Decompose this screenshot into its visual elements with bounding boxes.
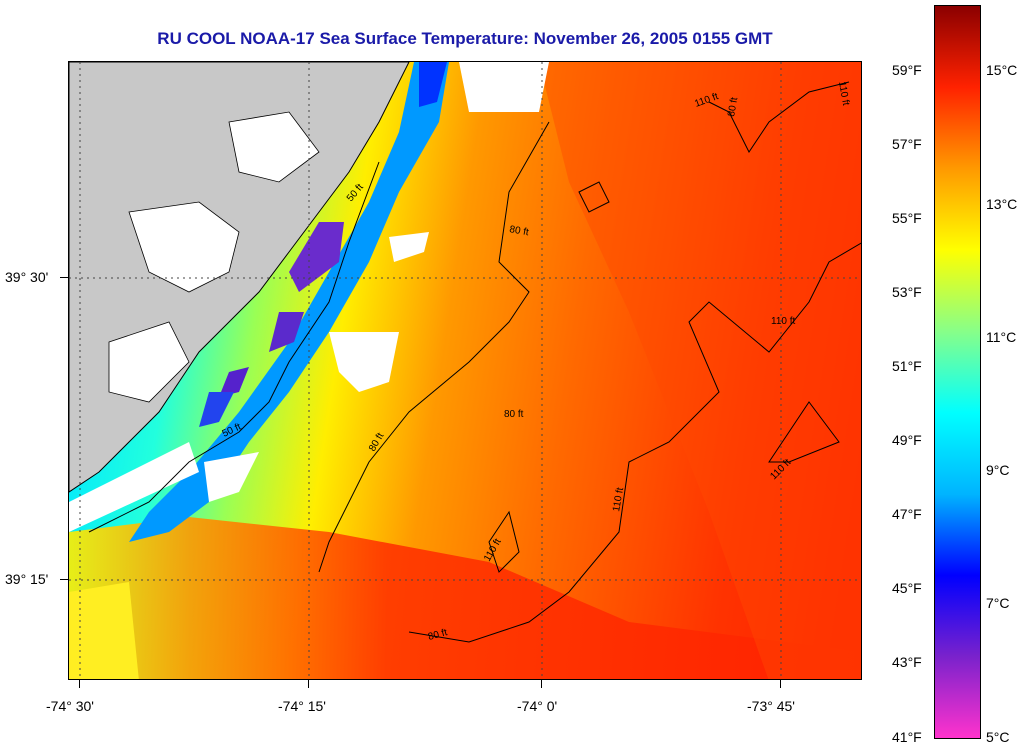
cloud-3 <box>204 452 259 502</box>
contour-label-110ft-6: 110 ft <box>836 81 851 107</box>
cb-c-7: 7°C <box>986 595 1010 611</box>
cb-f-55: 55°F <box>892 210 922 226</box>
cb-f-57: 57°F <box>892 136 922 152</box>
sst-map-canvas: 50 ft 50 ft 80 ft 80 ft 80 ft 80 ft 110 … <box>69 62 861 679</box>
cb-c-5: 5°C <box>986 729 1010 745</box>
cb-c-13: 13°C <box>986 196 1018 212</box>
south-warm-region <box>69 517 861 679</box>
wetland-1 <box>128 201 240 293</box>
lon-label-74-30: -74° 30' <box>46 698 94 714</box>
lon-label-73-45: -73° 45' <box>747 698 795 714</box>
cb-f-51: 51°F <box>892 358 922 374</box>
purple-patch-2 <box>269 312 304 352</box>
cb-f-49: 49°F <box>892 432 922 448</box>
contour-label-80ft-5: 80 ft <box>726 96 740 117</box>
blue-patch-1 <box>199 392 234 427</box>
purple-patch-1 <box>289 222 344 292</box>
cb-f-43: 43°F <box>892 654 922 670</box>
southwest-cool-patch <box>69 582 139 679</box>
wetland-3 <box>108 321 190 403</box>
cloud-north <box>459 62 549 112</box>
depth-contours <box>88 81 861 643</box>
lon-label-74-0: -74° 0' <box>517 698 558 714</box>
wetland-2 <box>228 111 320 183</box>
contour-label-80ft-1: 80 ft <box>508 224 529 238</box>
lat-label-39-30: 39° 30' <box>5 269 49 285</box>
cb-c-11: 11°C <box>986 329 1017 345</box>
cloud-1 <box>389 232 429 262</box>
map-title: RU COOL NOAA-17 Sea Surface Temperature:… <box>157 29 773 48</box>
cb-f-45: 45°F <box>892 580 922 596</box>
contour-label-110ft-2: 110 ft <box>611 486 626 512</box>
contour-label-80ft-3: 80 ft <box>504 409 524 420</box>
sst-map: 50 ft 50 ft 80 ft 80 ft 80 ft 80 ft 110 … <box>68 61 862 680</box>
cold-patch-north <box>419 62 447 107</box>
cloud-2 <box>329 332 399 392</box>
cb-c-9: 9°C <box>986 462 1010 478</box>
cb-f-41: 41°F <box>892 729 922 745</box>
coastal-cold-band <box>129 62 449 542</box>
contour-label-110ft-1: 110 ft <box>771 316 795 327</box>
purple-patch-3 <box>219 367 249 397</box>
temperature-colorbar <box>934 5 981 739</box>
coastal-white-strip <box>69 442 199 532</box>
graticule <box>69 62 861 679</box>
cb-c-15: 15°C <box>986 62 1018 78</box>
cb-f-53: 53°F <box>892 284 922 300</box>
lon-label-74-15: -74° 15' <box>278 698 326 714</box>
lat-label-39-15: 39° 15' <box>5 571 49 587</box>
contour-label-80ft-4: 80 ft <box>427 627 449 643</box>
cb-f-47: 47°F <box>892 506 922 522</box>
cb-f-59: 59°F <box>892 62 922 78</box>
